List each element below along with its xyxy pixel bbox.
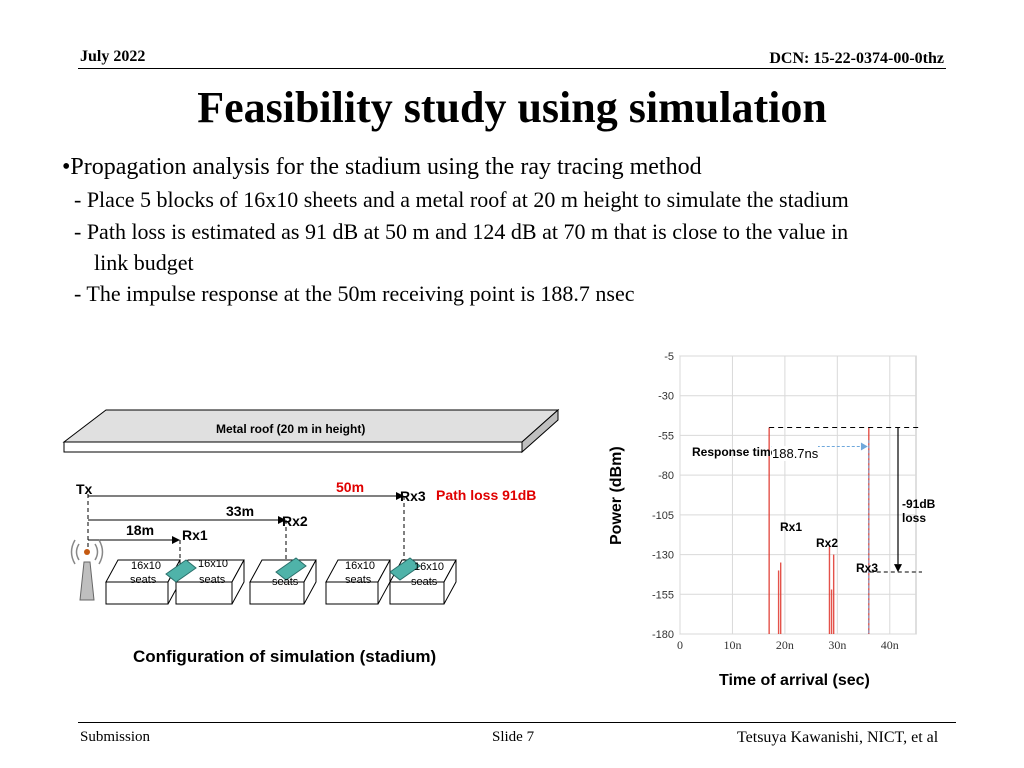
x-tick-label: 0: [677, 638, 683, 652]
stadium-diagram: [62, 408, 560, 605]
rx2-label: Rx2: [282, 513, 308, 529]
rx3-device-icon: [389, 557, 421, 581]
y-tick-label: -5: [664, 351, 674, 363]
chart-rx3-label: Rx3: [856, 561, 879, 575]
seat-block-2: [175, 559, 245, 605]
block-5-label-top: 16x10: [414, 561, 444, 573]
block-2-label-bottom: seats: [199, 574, 226, 586]
bullet-main: •Propagation analysis for the stadium us…: [62, 154, 702, 180]
metal-roof-front: [63, 441, 523, 453]
page-title: Feasibility study using simulation: [197, 83, 827, 132]
chart-xlabel: Time of arrival (sec): [719, 672, 870, 689]
chart-rx2-label: Rx2: [816, 536, 839, 550]
diagram-caption: Configuration of simulation (stadium): [133, 647, 437, 666]
footer-submission: Submission: [80, 729, 151, 745]
response-time-label: Response time: [692, 445, 778, 459]
bullet-sub-3: - The impulse response at the 50m receiv…: [74, 281, 635, 306]
header-rule: [78, 68, 946, 69]
bullet-sub-2-cont: link budget: [94, 250, 194, 275]
x-tick-label: 10n: [723, 638, 741, 652]
y-tick-label: -55: [658, 430, 674, 442]
distance-18m: 18m: [126, 522, 155, 538]
x-tick-label: 40n: [881, 638, 899, 652]
rx1-label: Rx1: [182, 527, 208, 543]
y-tick-label: -30: [658, 391, 674, 403]
footer-slide-number: Slide 7: [492, 729, 535, 745]
rx3-label: Rx3: [400, 488, 426, 504]
block-1-label-bottom: seats: [130, 574, 157, 586]
block-1-label-top: 16x10: [131, 560, 161, 572]
chart-ylabel: Power (dBm): [608, 446, 625, 545]
roof-label: Metal roof (20 m in height): [216, 422, 366, 436]
response-time-value: 188.7ns: [772, 446, 819, 461]
loss-label: -91dB loss: [902, 497, 936, 525]
block-2-label-top: 16x10: [198, 558, 228, 570]
metal-roof-side: [521, 408, 559, 454]
bullet-sub-1: - Place 5 blocks of 16x10 sheets and a m…: [74, 187, 849, 212]
distance-50m: 50m: [336, 479, 365, 495]
y-tick-label: -180: [652, 629, 674, 641]
block-3-label-bottom: seats: [272, 576, 299, 588]
loss-arrowhead: [894, 564, 902, 573]
x-tick-label: 30n: [828, 638, 846, 652]
block-5-label-bottom: seats: [411, 576, 438, 588]
x-tick-label: 20n: [776, 638, 794, 652]
footer-author: Tetsuya Kawanishi, NICT, et al: [737, 729, 939, 746]
seat-block-1: [105, 559, 181, 605]
footer-rule: [78, 722, 956, 723]
block-4-label-bottom: seats: [345, 574, 372, 586]
y-tick-label: -155: [652, 589, 674, 601]
y-tick-label: -80: [658, 470, 674, 482]
path-loss-label: Path loss 91dB: [436, 487, 537, 503]
rx2-device-icon: [275, 557, 307, 581]
distance-33m: 33m: [226, 503, 255, 519]
tx-label: Tx: [76, 481, 93, 497]
response-time-arrowhead: [860, 442, 868, 451]
chart-rx1-label: Rx1: [780, 520, 803, 534]
y-tick-label: -105: [652, 510, 674, 522]
seat-block-4: [325, 559, 391, 605]
bullet-sub-2: - Path loss is estimated as 91 dB at 50 …: [74, 219, 849, 244]
header-dcn: DCN: 15-22-0374-00-0thz: [769, 50, 944, 67]
header-date: July 2022: [80, 48, 146, 65]
antenna-icon: [70, 539, 104, 601]
y-tick-label: -130: [652, 550, 674, 562]
block-4-label-top: 16x10: [345, 560, 375, 572]
rx1-device-icon: [165, 559, 197, 583]
plot-area: [679, 355, 917, 635]
